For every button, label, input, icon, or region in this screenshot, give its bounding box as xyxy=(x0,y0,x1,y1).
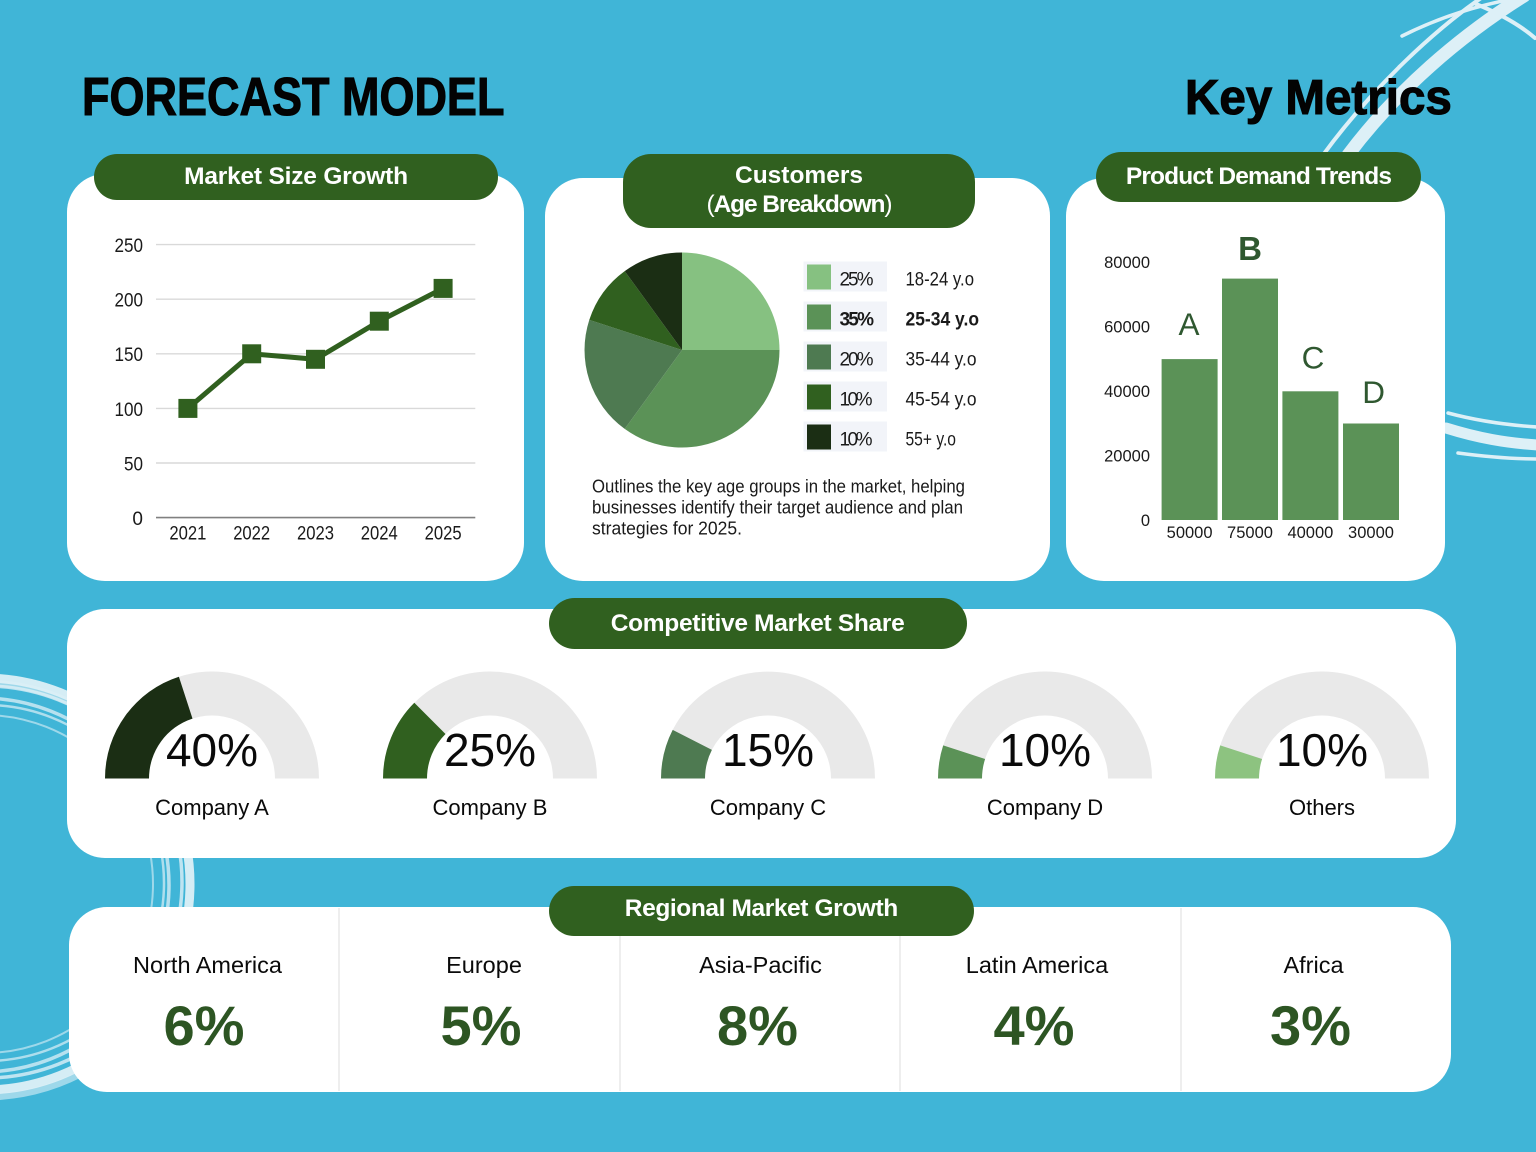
svg-text:25%: 25% xyxy=(840,270,874,291)
svg-text:200: 200 xyxy=(115,291,144,312)
svg-text:35%: 35% xyxy=(840,310,875,331)
svg-text:0: 0 xyxy=(1141,512,1150,530)
svg-text:Europe: Europe xyxy=(446,952,522,978)
svg-text:B: B xyxy=(1238,230,1262,267)
svg-text:C: C xyxy=(1302,340,1325,376)
svg-text:45-54 y.o: 45-54 y.o xyxy=(906,390,977,411)
svg-text:10%: 10% xyxy=(999,724,1091,776)
svg-text:3%: 3% xyxy=(1270,994,1351,1057)
svg-text:10%: 10% xyxy=(840,430,873,451)
svg-text:50000: 50000 xyxy=(1167,524,1213,542)
svg-text:A: A xyxy=(1178,306,1199,342)
svg-text:2022: 2022 xyxy=(233,524,270,545)
svg-text:40%: 40% xyxy=(166,724,258,776)
svg-text:Others: Others xyxy=(1289,795,1355,820)
svg-text:2024: 2024 xyxy=(361,524,398,545)
svg-text:10%: 10% xyxy=(840,390,873,411)
svg-text:Company C: Company C xyxy=(710,795,826,820)
svg-text:2023: 2023 xyxy=(297,524,334,545)
svg-text:5%: 5% xyxy=(441,994,522,1057)
svg-text:Latin America: Latin America xyxy=(966,952,1109,978)
svg-text:Africa: Africa xyxy=(1283,952,1344,978)
svg-text:25-34 y.o: 25-34 y.o xyxy=(906,310,980,331)
svg-text:0: 0 xyxy=(132,509,143,530)
svg-text:Outlines the key age groups in: Outlines the key age groups in the marke… xyxy=(592,477,965,497)
svg-text:2025: 2025 xyxy=(425,524,462,545)
svg-text:North America: North America xyxy=(133,952,283,978)
svg-text:40000: 40000 xyxy=(1104,383,1150,401)
svg-text:D: D xyxy=(1362,374,1385,410)
svg-text:Company D: Company D xyxy=(987,795,1103,820)
svg-text:20000: 20000 xyxy=(1104,448,1150,466)
svg-text:100: 100 xyxy=(115,400,144,421)
svg-text:60000: 60000 xyxy=(1104,319,1150,337)
svg-text:Company A: Company A xyxy=(155,795,269,820)
svg-text:strategies for 2025.: strategies for 2025. xyxy=(592,519,742,539)
svg-text:15%: 15% xyxy=(722,724,814,776)
svg-text:businesses identify their targ: businesses identify their target audienc… xyxy=(592,498,963,518)
svg-text:Company B: Company B xyxy=(433,795,548,820)
svg-text:Asia-Pacific: Asia-Pacific xyxy=(699,952,822,978)
svg-text:55+ y.o: 55+ y.o xyxy=(906,430,957,451)
svg-text:80000: 80000 xyxy=(1104,254,1150,272)
svg-text:20%: 20% xyxy=(840,350,874,371)
svg-text:2021: 2021 xyxy=(169,524,206,545)
svg-text:18-24 y.o: 18-24 y.o xyxy=(906,270,975,291)
svg-text:75000: 75000 xyxy=(1227,524,1273,542)
svg-text:6%: 6% xyxy=(164,994,245,1057)
svg-text:50: 50 xyxy=(124,454,143,475)
svg-text:30000: 30000 xyxy=(1348,524,1394,542)
svg-text:4%: 4% xyxy=(994,994,1075,1057)
svg-text:25%: 25% xyxy=(444,724,536,776)
svg-text:8%: 8% xyxy=(717,994,798,1057)
svg-text:10%: 10% xyxy=(1276,724,1368,776)
svg-text:35-44 y.o: 35-44 y.o xyxy=(906,350,977,371)
svg-text:150: 150 xyxy=(115,345,144,366)
svg-text:40000: 40000 xyxy=(1287,524,1333,542)
svg-text:250: 250 xyxy=(115,236,144,257)
